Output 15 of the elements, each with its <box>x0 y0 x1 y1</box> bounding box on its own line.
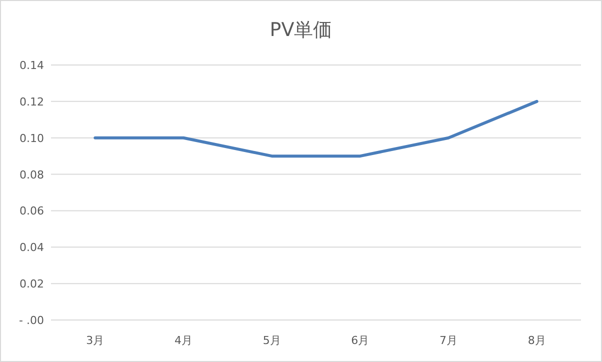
x-tick-label: 4月 <box>174 334 192 347</box>
x-tick-label: 5月 <box>262 334 281 347</box>
y-tick-label: - .00 <box>19 314 44 327</box>
y-tick-label: 0.08 <box>20 168 44 182</box>
x-tick-label: 7月 <box>440 334 458 347</box>
y-tick-label: 0.14 <box>20 59 44 72</box>
y-tick-label: 0.12 <box>20 95 44 108</box>
x-tick-label: 8月 <box>528 334 546 347</box>
chart-title: PV単価 <box>270 19 332 41</box>
y-tick-label: 0.10 <box>20 132 44 145</box>
y-tick-label: 0.06 <box>20 204 44 218</box>
x-tick-label: 6月 <box>351 334 370 347</box>
y-tick-label: 0.02 <box>20 278 44 291</box>
x-tick-label: 3月 <box>86 334 104 347</box>
y-tick-label: 0.04 <box>20 241 44 254</box>
